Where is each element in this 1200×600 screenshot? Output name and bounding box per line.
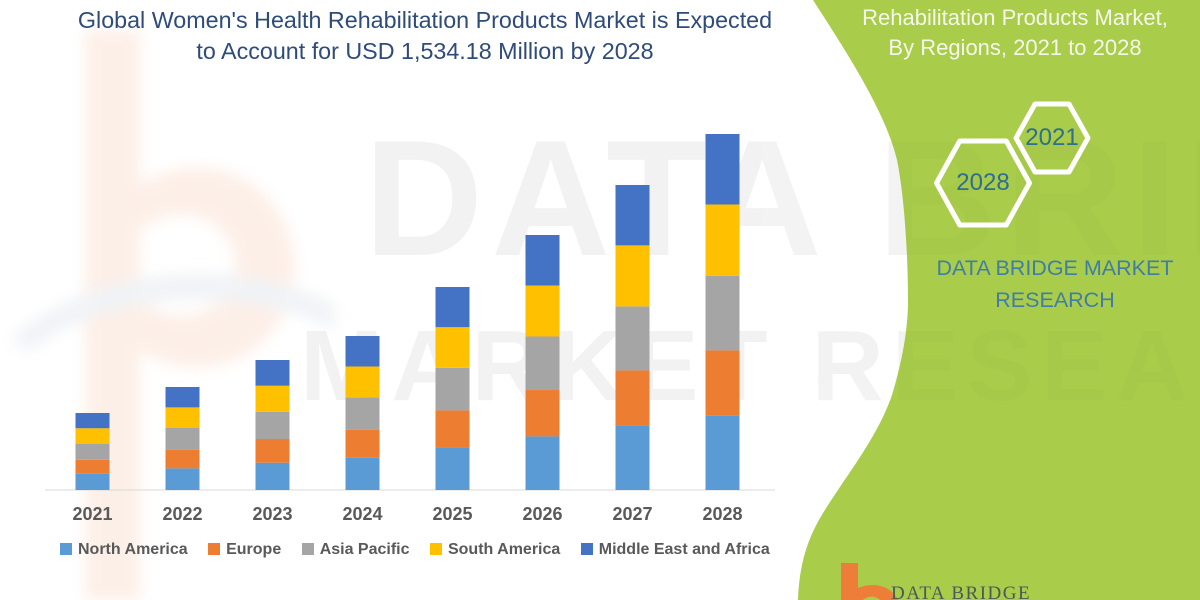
svg-text:DATA BRIDGE: DATA BRIDGE	[891, 583, 1031, 600]
